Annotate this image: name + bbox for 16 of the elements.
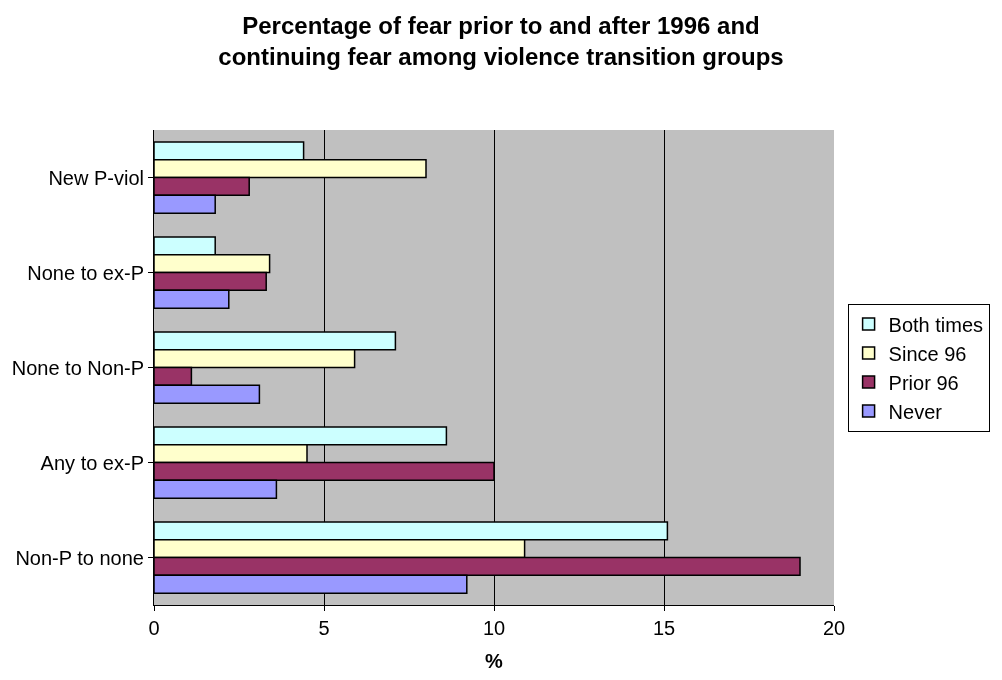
y-tick-label: New P-viol [48, 166, 144, 189]
legend-label: Both times [888, 313, 984, 336]
x-tick-label: 5 [318, 617, 330, 639]
y-tick-label: Non-P to none [15, 546, 144, 569]
x-tick-label: 10 [482, 617, 506, 639]
legend-label: Prior 96 [888, 371, 959, 394]
x-tick-label: 15 [652, 617, 676, 639]
x-tick-label: 20 [822, 617, 846, 639]
chart-title: Percentage of fear prior to and after 1996 and continuing fear among violence transition groups [218, 12, 784, 71]
y-tick-label: None to ex-P [27, 261, 144, 284]
y-tick-label: None to Non-P [11, 356, 144, 379]
x-axis-title: % [485, 649, 504, 672]
legend-label: Never [888, 400, 943, 423]
legend-label: Since 96 [888, 342, 967, 365]
x-tick-label: 0 [148, 617, 160, 639]
y-tick-label: Any to ex-P [40, 451, 144, 474]
